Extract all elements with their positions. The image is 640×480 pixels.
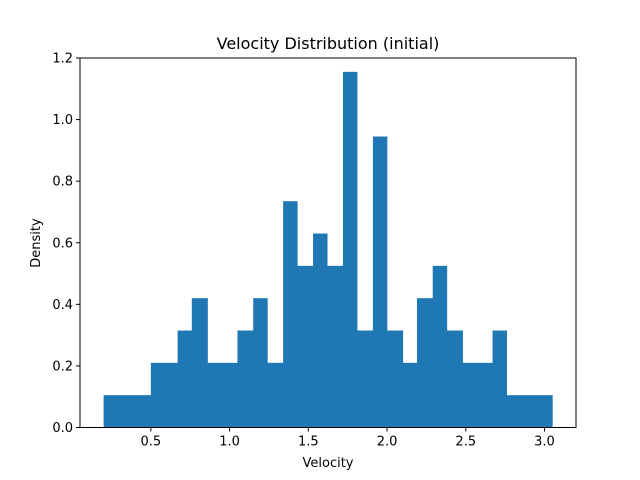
histogram-bars (103, 71, 553, 428)
histogram-bar-11 (313, 233, 328, 428)
histogram-bar-4 (191, 298, 208, 428)
histogram-bar-21 (462, 362, 493, 428)
histogram-bar-8 (267, 362, 284, 428)
y-axis-ticks: 0.0 0.2 0.4 0.6 0.8 1.0 1.2 (52, 52, 80, 436)
x-axis-ticks: 0.5 1.0 1.5 2.0 2.5 3.0 (141, 427, 555, 450)
histogram-bar-23 (506, 395, 553, 428)
histogram-bar-15 (372, 136, 388, 428)
histogram-bar-19 (432, 265, 448, 428)
x-tick-label: 1.5 (298, 435, 319, 450)
x-tick-label: 0.5 (141, 435, 162, 450)
histogram-bar-14 (357, 330, 374, 428)
y-tick-label: 0.0 (52, 421, 73, 436)
histogram-bar-2 (150, 362, 178, 428)
y-tick-label: 0.2 (52, 359, 73, 374)
y-tick-label: 0.6 (52, 236, 73, 251)
histogram-bar-6 (237, 330, 254, 428)
histogram-bar-5 (207, 362, 238, 428)
y-axis-label: Density (29, 218, 44, 268)
y-tick-label: 0.4 (52, 298, 73, 313)
y-tick-label: 1.2 (52, 52, 73, 67)
x-tick-label: 3.0 (534, 435, 555, 450)
chart-title: Velocity Distribution (initial) (217, 34, 440, 53)
histogram-bar-1 (127, 395, 152, 428)
y-tick-label: 0.8 (52, 175, 73, 190)
x-tick-label: 2.5 (455, 435, 476, 450)
histogram-bar-17 (402, 362, 418, 428)
histogram-bar-7 (253, 298, 268, 428)
histogram-bar-18 (416, 298, 434, 428)
histogram-bar-3 (177, 330, 193, 428)
histogram-bar-12 (327, 265, 344, 428)
x-tick-label: 2.0 (377, 435, 398, 450)
y-tick-label: 1.0 (52, 113, 73, 128)
histogram-bar-20 (446, 330, 463, 428)
histogram-bar-22 (492, 330, 508, 428)
histogram-bar-16 (387, 330, 404, 428)
x-axis-label: Velocity (303, 456, 354, 471)
histogram-bar-9 (283, 201, 298, 428)
x-tick-label: 1.0 (219, 435, 240, 450)
histogram-bar-13 (342, 71, 358, 428)
histogram-bar-10 (297, 265, 314, 428)
histogram-bar-0 (103, 395, 128, 428)
